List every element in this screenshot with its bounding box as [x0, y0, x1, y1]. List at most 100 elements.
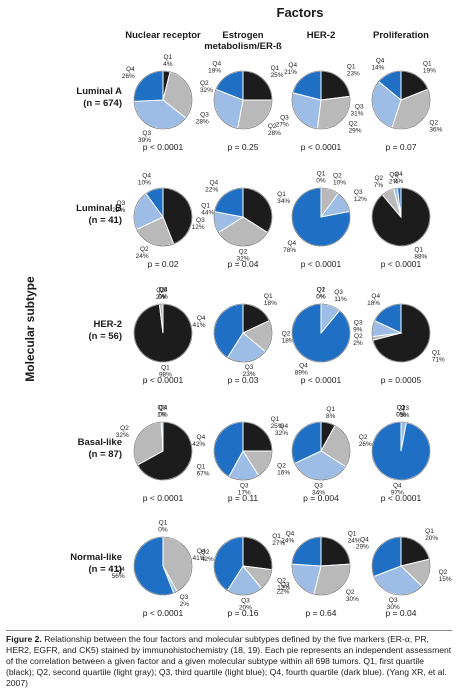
- slice-value-label: 15%: [439, 576, 452, 583]
- p-value: p < 0.0001: [380, 493, 422, 503]
- slice-label: Q1: [397, 405, 406, 412]
- slice-value-label: 9%: [353, 327, 363, 334]
- slice-value-label: 12%: [277, 585, 290, 592]
- slice-label: Q3: [159, 287, 168, 294]
- caption: Figure 2. Relationship between the four …: [6, 630, 452, 689]
- p-value: p < 0.0001: [142, 375, 184, 385]
- slice-label: Q1: [164, 54, 173, 61]
- slice-value-label: 18%: [282, 338, 295, 345]
- slice-value-label: 22%: [205, 187, 218, 194]
- pie-outline: [371, 536, 431, 596]
- slice-label: Q3: [196, 217, 205, 224]
- slice-label: Q4: [394, 171, 403, 178]
- slice-label: Q3: [245, 364, 254, 371]
- slice-value-label: 28%: [268, 130, 281, 137]
- pie-outline: [371, 303, 431, 363]
- pie-outline: [291, 303, 351, 363]
- slice-label: Q4: [197, 315, 206, 322]
- slice-label: Q4: [287, 240, 296, 247]
- slice-value-label: 42%: [201, 556, 214, 563]
- slice-label: Q1: [414, 246, 423, 253]
- slice-label: Q4: [279, 423, 288, 430]
- p-value: p = 0.03: [227, 375, 259, 385]
- p-value: p = 0.004: [303, 493, 339, 503]
- pie-slice: [242, 421, 273, 452]
- pie-outline: [133, 187, 193, 247]
- slice-value-label: 22%: [112, 207, 125, 214]
- slice-label: Q1: [432, 350, 441, 357]
- pie-outline: [371, 421, 431, 481]
- row-n: (n = 87): [88, 449, 122, 460]
- slice-label: Q3: [314, 483, 323, 490]
- pie-outline: [213, 187, 273, 247]
- chart-title: Factors: [276, 5, 324, 20]
- slice-value-label: 78%: [283, 247, 296, 254]
- slice-value-label: 30%: [387, 604, 400, 611]
- slice-value-label: 22%: [276, 589, 289, 596]
- slice-label: Q1: [317, 287, 326, 294]
- slice-label: Q2: [282, 331, 291, 338]
- slice-value-label: 24%: [281, 537, 294, 544]
- slice-label: Q2: [156, 287, 165, 294]
- slice-label: Q1: [347, 63, 356, 70]
- column-header: Proliferation: [373, 30, 429, 41]
- p-value: p < 0.0001: [380, 259, 422, 269]
- slice-label: Q2: [140, 246, 149, 253]
- slice-label: Q3: [354, 320, 363, 327]
- slice-value-label: 30%: [346, 596, 359, 603]
- slice-label: Q1: [272, 533, 281, 540]
- slice-value-label: 26%: [359, 441, 372, 448]
- slice-value-label: 0%: [396, 412, 406, 419]
- slice-value-label: 14%: [371, 64, 384, 71]
- pie-outline: [133, 70, 193, 130]
- row-label: Luminal B: [76, 203, 122, 214]
- slice-label: Q2: [201, 549, 210, 556]
- slice-value-label: 32%: [200, 87, 213, 94]
- p-value: p = 0.07: [385, 142, 417, 152]
- caption-label: Figure 2.: [6, 634, 42, 644]
- slice-value-label: 11%: [334, 296, 347, 303]
- p-value: p = 0.64: [305, 608, 337, 618]
- slice-value-label: 42%: [192, 441, 205, 448]
- row-label: Normal-like: [70, 552, 122, 563]
- slice-label: Q1: [423, 60, 432, 67]
- slice-label: Q4: [197, 548, 206, 555]
- slice-label: Q1: [159, 520, 168, 527]
- slice-label: Q4: [142, 173, 151, 180]
- slice-label: Q1: [425, 528, 434, 535]
- slice-label: Q4: [371, 293, 380, 300]
- slice-value-label: 71%: [432, 357, 445, 364]
- slice-value-label: 39%: [138, 137, 151, 144]
- slice-value-label: 32%: [116, 432, 129, 439]
- p-value: p = 0.25: [227, 142, 259, 152]
- slice-value-label: 88%: [414, 253, 427, 260]
- slice-label: Q2: [346, 589, 355, 596]
- p-value: p = 0.02: [147, 259, 179, 269]
- slice-value-label: 24%: [136, 253, 149, 260]
- slice-label: Q3: [281, 582, 290, 589]
- row-n: (n = 674): [83, 98, 122, 109]
- slice-label: Q3: [117, 200, 126, 207]
- slice-label: Q2: [359, 434, 368, 441]
- slice-value-label: 34%: [312, 490, 325, 497]
- column-header: Nuclear receptor: [125, 30, 201, 41]
- slice-label: Q2: [374, 175, 383, 182]
- slice-value-label: 89%: [295, 369, 308, 376]
- slice-label: Q1: [277, 191, 286, 198]
- pie-slice: [320, 70, 351, 101]
- p-value: p = 0.04: [227, 259, 259, 269]
- slice-label: Q1: [161, 365, 170, 372]
- slice-label: Q3: [200, 112, 209, 119]
- slice-value-label: 56%: [112, 573, 125, 580]
- slice-value-label: 8%: [326, 413, 336, 420]
- slice-label: Q4: [197, 434, 206, 441]
- slice-value-label: 10%: [138, 180, 151, 187]
- slice-label: Q3: [142, 130, 151, 137]
- slice-value-label: 0%: [396, 412, 406, 419]
- slice-label: Q3: [389, 171, 398, 178]
- pie-outline: [133, 421, 193, 481]
- slice-label: Q2: [277, 578, 286, 585]
- slice-label: Q1: [271, 65, 280, 72]
